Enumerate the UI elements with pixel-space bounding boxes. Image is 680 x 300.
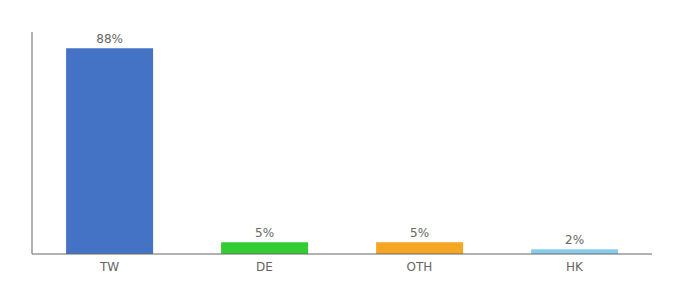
svg-text:HK: HK — [566, 260, 584, 274]
svg-text:DE: DE — [256, 260, 273, 274]
svg-text:OTH: OTH — [407, 260, 433, 274]
svg-text:TW: TW — [99, 260, 119, 274]
svg-text:5%: 5% — [255, 226, 274, 240]
svg-text:88%: 88% — [96, 32, 123, 46]
svg-text:2%: 2% — [565, 233, 584, 247]
svg-text:5%: 5% — [410, 226, 429, 240]
